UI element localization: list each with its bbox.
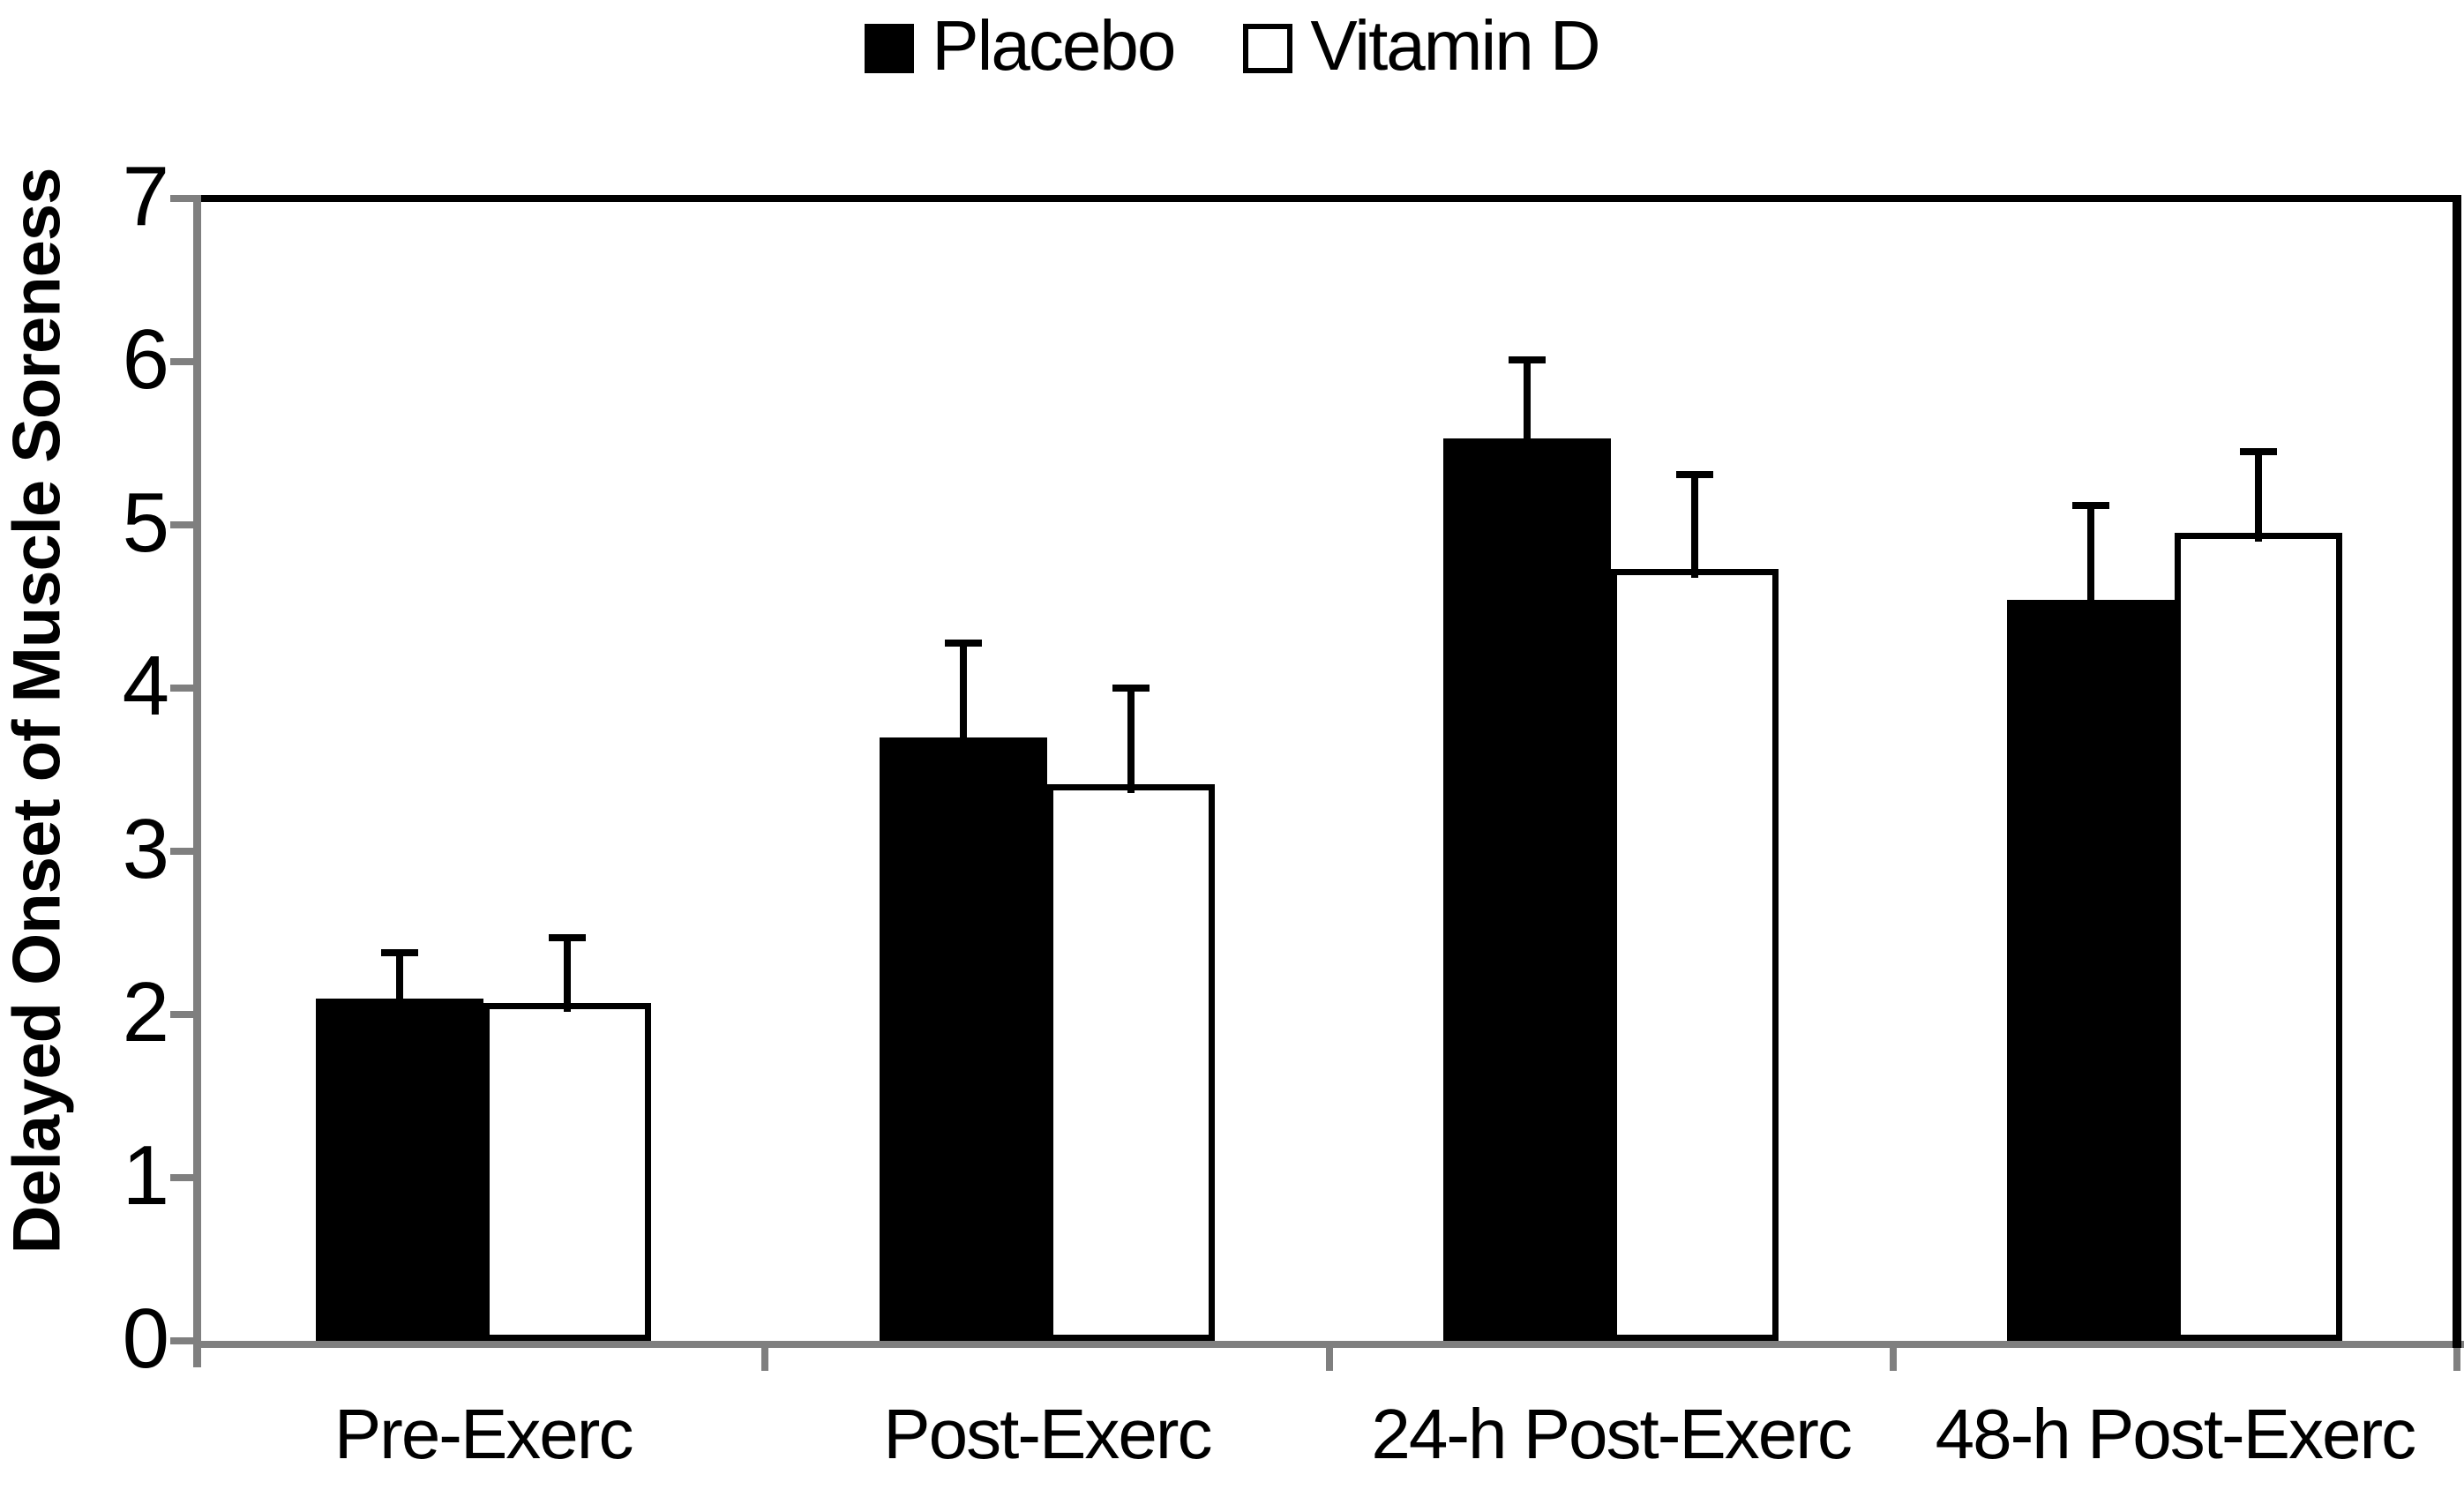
error-bar-stem-vitamin-d-pre-exerc (563, 934, 571, 1013)
y-tick-3 (170, 848, 193, 855)
error-bar-cap-placebo-48-h-post-exerc (2072, 502, 2110, 510)
error-bar-stem-placebo-24-h-post-exerc (1524, 356, 1532, 447)
y-tick-1 (170, 1174, 193, 1181)
y-tick-label-1: 1 (122, 1128, 169, 1224)
error-bar-cap-placebo-post-exerc (944, 639, 982, 647)
plot-top-border (201, 195, 2461, 202)
x-category-label-24-h-post-exerc: 24-h Post-Exerc (1371, 1395, 1853, 1473)
error-bar-cap-vitamin-d-48-h-post-exerc (2240, 448, 2278, 456)
x-axis-line (193, 1341, 2464, 1348)
y-tick-label-0: 0 (122, 1291, 169, 1387)
x-category-label-post-exerc: Post-Exerc (883, 1395, 1212, 1473)
error-bar-stem-vitamin-d-48-h-post-exerc (2255, 448, 2263, 543)
y-tick-6 (170, 358, 193, 365)
error-bar-stem-vitamin-d-post-exerc (1127, 685, 1135, 794)
error-bar-stem-placebo-post-exerc (959, 639, 967, 746)
legend-label-placebo: Placebo (932, 6, 1176, 85)
x-category-label-pre-exerc: Pre-Exerc (333, 1395, 634, 1473)
bar-placebo-post-exerc (879, 737, 1047, 1341)
error-bar-cap-vitamin-d-post-exerc (1112, 685, 1150, 692)
bar-vitamin-d-24-h-post-exerc (1611, 568, 1779, 1341)
y-tick-2 (170, 1011, 193, 1018)
error-bar-cap-vitamin-d-24-h-post-exerc (1676, 470, 1714, 478)
plot-right-border (2453, 195, 2461, 1348)
placebo-swatch-icon (865, 24, 915, 73)
bar-vitamin-d-48-h-post-exerc (2175, 533, 2343, 1341)
bar-vitamin-d-pre-exerc (483, 1003, 651, 1341)
x-tick-4 (2453, 1348, 2460, 1371)
x-tick-2 (1325, 1348, 1333, 1371)
legend-item-placebo: Placebo (865, 6, 1176, 86)
bar-placebo-pre-exerc (315, 998, 483, 1341)
error-bar-cap-vitamin-d-pre-exerc (548, 934, 586, 942)
error-bar-stem-placebo-pre-exerc (395, 949, 403, 1007)
error-bar-stem-placebo-48-h-post-exerc (2087, 502, 2095, 610)
x-tick-3 (1889, 1348, 1897, 1371)
bar-placebo-48-h-post-exerc (2007, 600, 2176, 1341)
x-tick-1 (761, 1348, 769, 1371)
legend: Placebo Vitamin D (0, 11, 2464, 86)
bar-placebo-24-h-post-exerc (1443, 438, 1612, 1341)
error-bar-cap-placebo-pre-exerc (380, 949, 418, 956)
y-tick-label-7: 7 (122, 149, 169, 244)
y-tick-7 (170, 195, 193, 202)
y-tick-5 (170, 521, 193, 528)
y-tick-label-4: 4 (122, 639, 169, 734)
y-tick-4 (170, 685, 193, 692)
y-axis-line (193, 195, 201, 1367)
y-tick-0 (170, 1337, 193, 1344)
error-bar-stem-vitamin-d-24-h-post-exerc (1691, 470, 1699, 578)
legend-label-vitamin-d: Vitamin D (1310, 6, 1600, 85)
error-bar-cap-placebo-24-h-post-exerc (1509, 356, 1547, 364)
bar-vitamin-d-post-exerc (1046, 784, 1215, 1341)
legend-item-vitamin-d: Vitamin D (1243, 6, 1601, 86)
x-category-label-48-h-post-exerc: 48-h Post-Exerc (1935, 1395, 2417, 1473)
y-tick-label-6: 6 (122, 312, 169, 408)
y-tick-label-2: 2 (122, 965, 169, 1060)
y-tick-label-5: 5 (122, 475, 169, 571)
y-tick-label-3: 3 (122, 802, 169, 897)
vitamin-d-swatch-icon (1243, 24, 1293, 73)
